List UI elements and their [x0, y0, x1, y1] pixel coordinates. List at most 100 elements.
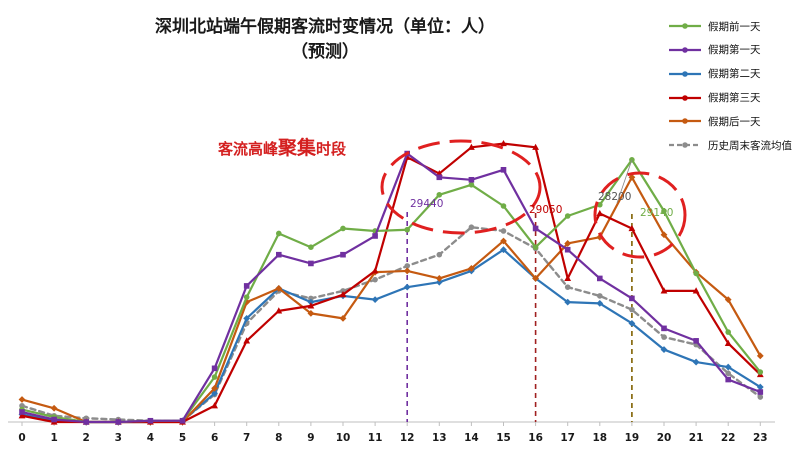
x-tick-label: 23	[753, 432, 768, 444]
series-line	[20, 158, 762, 424]
legend-swatch	[668, 140, 702, 150]
leader-line	[616, 159, 633, 204]
data-label: 29050	[529, 204, 562, 216]
data-point	[564, 298, 572, 306]
data-point	[211, 374, 218, 380]
data-point	[275, 285, 283, 292]
data-point	[564, 274, 572, 282]
data-point	[692, 358, 700, 366]
data-point	[372, 276, 378, 283]
data-point	[532, 244, 539, 251]
data-label: 28200	[598, 191, 631, 203]
x-tick-label: 2	[83, 432, 90, 444]
x-tick-label: 16	[528, 432, 543, 444]
data-point	[339, 291, 347, 298]
x-tick-label: 0	[18, 432, 25, 444]
data-point	[371, 267, 379, 274]
data-point	[307, 298, 315, 306]
legend-label: 假期第一天	[708, 44, 761, 57]
data-point	[243, 294, 250, 300]
x-tick-label: 7	[243, 432, 250, 444]
x-tick-label: 9	[307, 432, 314, 444]
data-point	[211, 402, 218, 409]
data-point	[404, 263, 411, 269]
data-point	[308, 260, 314, 267]
annotation-text-emphasis: 聚集	[278, 137, 317, 159]
data-point	[597, 201, 603, 208]
x-tick-label: 20	[657, 432, 672, 444]
x-tick-label: 4	[147, 432, 154, 444]
data-label: 29140	[640, 207, 673, 219]
data-point	[661, 325, 667, 332]
legend-swatch	[668, 116, 702, 126]
data-point	[276, 230, 282, 237]
data-point	[661, 208, 667, 214]
data-point	[50, 404, 58, 412]
legend-item: 历史周末客流均值	[668, 134, 796, 156]
data-point	[147, 417, 154, 424]
legend-item: 假期前一天	[668, 15, 796, 37]
data-point	[757, 369, 764, 375]
data-point	[435, 278, 443, 286]
data-point	[18, 396, 26, 403]
data-point	[660, 287, 668, 294]
legend-label: 历史周末客流均值	[708, 139, 792, 152]
legend-label: 假期第三天	[708, 92, 761, 105]
data-point	[307, 309, 315, 317]
data-point	[660, 231, 668, 239]
legend-swatch	[668, 69, 702, 79]
data-point	[596, 299, 604, 307]
data-point	[51, 416, 57, 423]
x-tick-label: 18	[592, 432, 607, 444]
data-point	[468, 176, 475, 183]
data-point	[468, 181, 475, 188]
data-point	[500, 139, 507, 147]
x-tick-label: 21	[689, 432, 704, 444]
data-point	[725, 370, 731, 377]
x-tick-label: 17	[560, 432, 575, 444]
data-point	[179, 417, 186, 424]
data-point	[660, 346, 668, 353]
x-tick-label: 15	[496, 432, 511, 444]
data-point	[757, 394, 764, 400]
data-point	[372, 233, 378, 239]
chart-legend: 假期前一天假期第一天假期第二天假期第三天假期后一天历史周末客流均值	[668, 15, 796, 158]
data-point	[211, 384, 218, 392]
legend-item: 假期第三天	[668, 86, 796, 108]
legend-item: 假期第一天	[668, 39, 796, 61]
x-tick-label: 5	[179, 432, 186, 444]
data-point	[243, 314, 251, 322]
series-line	[20, 248, 762, 424]
series-5	[19, 224, 764, 424]
x-tick-label: 12	[400, 432, 415, 444]
data-point	[724, 296, 732, 304]
chart-subtitle: （预测）	[291, 42, 359, 62]
legend-item: 假期第二天	[668, 63, 796, 85]
data-point	[725, 376, 731, 383]
data-point	[83, 419, 89, 425]
data-point	[725, 329, 731, 335]
peak-period-annotation: 客流高峰聚集时段	[218, 133, 346, 160]
data-point	[564, 213, 571, 219]
x-tick-label: 10	[336, 432, 351, 444]
data-point	[468, 143, 475, 150]
legend-swatch	[668, 21, 702, 31]
data-point	[596, 209, 604, 217]
data-point	[403, 283, 411, 291]
x-tick-label: 6	[211, 432, 218, 444]
x-tick-label: 3	[115, 432, 122, 444]
data-point	[661, 334, 667, 340]
data-point	[211, 365, 218, 372]
series-line	[20, 226, 762, 422]
legend-label: 假期后一天	[708, 115, 761, 128]
legend-item: 假期后一天	[668, 110, 796, 132]
data-point	[500, 203, 507, 209]
data-point	[436, 251, 443, 258]
data-point	[403, 267, 411, 275]
x-tick-label: 11	[368, 432, 383, 444]
data-point	[597, 293, 603, 299]
data-point	[276, 251, 282, 258]
data-point	[532, 143, 539, 150]
data-point	[724, 339, 732, 346]
series-line	[20, 152, 762, 424]
